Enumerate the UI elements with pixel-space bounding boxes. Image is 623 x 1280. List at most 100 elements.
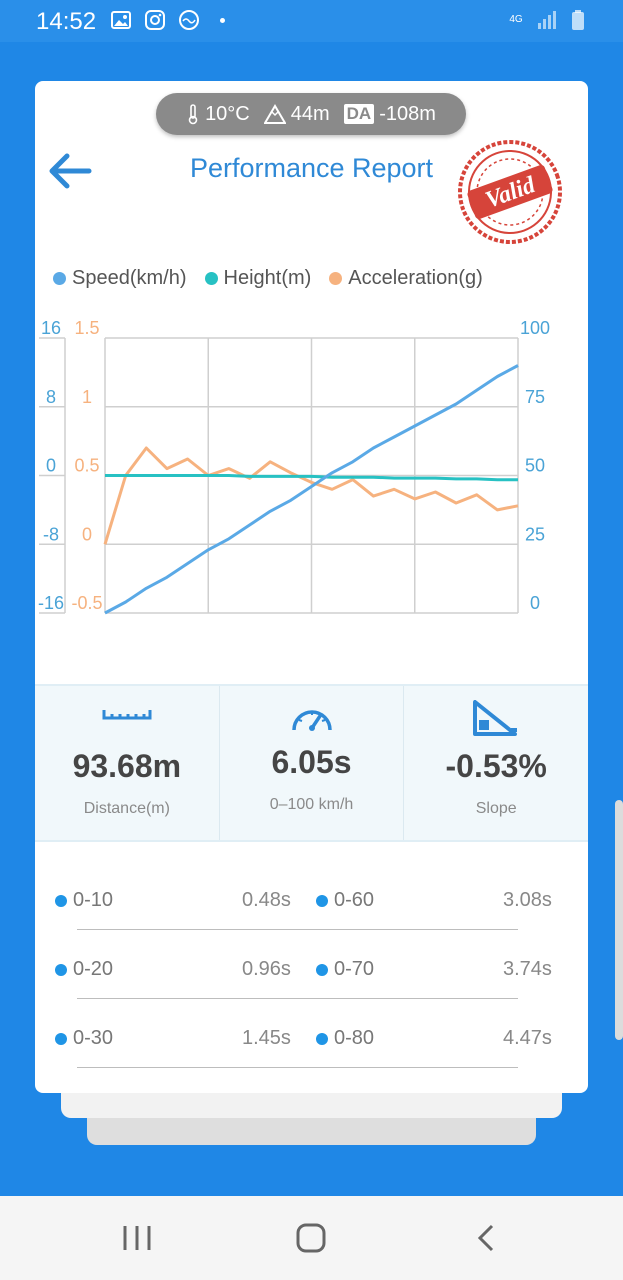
tick-label-left-outer: -8 <box>43 524 59 544</box>
tick-label-left-outer: 0 <box>46 456 56 476</box>
stat-acceleration-time-value: 6.05s <box>271 744 352 780</box>
legend-dot-speed <box>53 272 66 285</box>
stats-panel: 93.68m Distance(m) 6.05s 0–100 km/h -0.5… <box>35 684 588 842</box>
tick-label-left-inner: -0.5 <box>71 593 102 613</box>
slope-icon <box>473 700 518 736</box>
tick-label-left-outer: 16 <box>41 318 61 338</box>
tick-label-left-inner: 1.5 <box>74 318 99 338</box>
recent-apps-icon[interactable] <box>117 1218 157 1258</box>
legend-label-speed: Speed(km/h) <box>72 267 187 289</box>
more-notifications-dot <box>220 17 225 23</box>
split-label: 0-20 <box>73 958 114 980</box>
split-dot <box>316 1032 328 1045</box>
performance-chart: 16 8 0 -8 -16 1.5 1 0.5 0 -0.5 100 75 50 25 0 <box>38 318 550 615</box>
notification-icons <box>110 9 225 31</box>
page-title: Performance Report <box>189 153 434 183</box>
app-notification-icon <box>179 10 199 30</box>
back-nav-icon[interactable] <box>466 1218 506 1258</box>
split-dot <box>55 1032 67 1045</box>
split-dot <box>316 894 328 907</box>
stat-slope-label: Slope <box>475 800 517 817</box>
split-dot <box>55 894 67 907</box>
tick-label-left-outer: -16 <box>38 593 64 613</box>
tick-label-right: 0 <box>530 593 540 613</box>
tick-label-left-inner: 1 <box>82 387 92 407</box>
split-label: 0-30 <box>73 1027 114 1049</box>
tick-label-right: 50 <box>525 456 545 476</box>
battery-icon <box>572 10 584 30</box>
split-right: 0-70 <box>316 958 374 981</box>
legend-item-acceleration[interactable]: Acceleration(g) <box>329 267 483 290</box>
tick-label-left-outer: 8 <box>46 387 56 407</box>
legend-dot-acceleration <box>329 272 343 285</box>
chart-legend: Speed(km/h) Height(m) Acceleration(g) <box>53 267 483 290</box>
tick-label-right: 75 <box>525 387 545 407</box>
split-row: 0-10 0.48s 0-60 3.08s <box>35 861 588 930</box>
split-time: 4.47s <box>503 1027 552 1049</box>
altitude: 44m <box>263 102 330 126</box>
split-right: 0-60 <box>316 889 374 912</box>
da-badge: DA <box>343 104 375 124</box>
speedometer-icon <box>291 710 332 731</box>
ruler-icon <box>102 710 152 720</box>
back-arrow-icon[interactable] <box>47 151 93 191</box>
scrollbar[interactable] <box>615 800 623 1040</box>
status-time: 14:52 <box>36 8 97 35</box>
tick-label-right: 100 <box>520 318 550 338</box>
series-line-speed-km-h <box>104 364 519 615</box>
split-time: 0.96s <box>242 958 291 980</box>
system-nav-bar <box>0 1196 623 1280</box>
status-bar: 14:52 4G <box>0 0 623 42</box>
split-dot <box>55 963 67 976</box>
gallery-icon <box>111 11 131 29</box>
legend-label-height: Height(m) <box>223 267 312 289</box>
temperature: 10°C <box>186 103 250 126</box>
legend-item-speed[interactable]: Speed(km/h) <box>53 267 187 290</box>
split-time: 3.74s <box>503 958 552 980</box>
performance-report-card: 10°C 44m DA -108m Performance Report Val… <box>35 81 588 1093</box>
stat-slope-value: -0.53% <box>445 748 547 784</box>
home-icon[interactable] <box>291 1218 331 1258</box>
density-altitude-value: -108m <box>379 102 436 125</box>
network-type: 4G <box>509 14 523 25</box>
split-divider <box>77 998 518 999</box>
split-row: 0-20 0.96s 0-70 3.74s <box>35 930 588 999</box>
signal-icon <box>538 11 556 29</box>
stat-acceleration-time: 6.05s 0–100 km/h <box>220 686 405 840</box>
instagram-icon <box>145 10 165 30</box>
legend-item-height[interactable]: Height(m) <box>204 267 312 290</box>
tick-label-left-inner: 0 <box>82 524 92 544</box>
valid-stamp: Valid <box>458 140 562 244</box>
temperature-value: 10°C <box>205 102 250 125</box>
split-label: 0-10 <box>73 889 114 911</box>
split-left: 0-10 <box>55 889 113 912</box>
legend-dot-height <box>204 272 218 285</box>
split-times: 0-10 0.48s 0-60 3.08s 0-20 0.96s 0-70 3.… <box>35 861 588 1068</box>
split-row: 0-30 1.45s 0-80 4.47s <box>35 999 588 1068</box>
split-dot <box>316 963 328 976</box>
stat-distance: 93.68m Distance(m) <box>35 686 220 840</box>
split-label: 0-60 <box>334 889 375 911</box>
split-divider <box>77 929 518 930</box>
split-left: 0-20 <box>55 958 113 981</box>
series-line-acceleration-g <box>103 446 519 545</box>
tick-label-right: 25 <box>525 524 545 544</box>
altitude-value: 44m <box>290 102 330 125</box>
mountain-icon <box>263 104 286 124</box>
split-divider <box>77 1067 518 1068</box>
split-time: 1.45s <box>242 1027 291 1049</box>
split-right: 0-80 <box>316 1027 374 1050</box>
split-left: 0-30 <box>55 1027 113 1050</box>
stat-slope: -0.53% Slope <box>404 686 588 840</box>
split-time: 0.48s <box>242 889 291 911</box>
density-altitude: DA -108m <box>343 102 436 126</box>
environment-pill: 10°C 44m DA -108m <box>156 93 466 135</box>
split-time: 3.08s <box>503 889 552 911</box>
stat-distance-label: Distance(m) <box>83 800 170 817</box>
system-icons: 4G <box>507 9 589 31</box>
split-label: 0-70 <box>334 958 375 980</box>
split-label: 0-80 <box>334 1027 375 1049</box>
series-line-height-m <box>105 474 518 482</box>
tick-label-left-inner: 0.5 <box>74 456 99 476</box>
legend-label-acceleration: Acceleration(g) <box>348 267 483 289</box>
